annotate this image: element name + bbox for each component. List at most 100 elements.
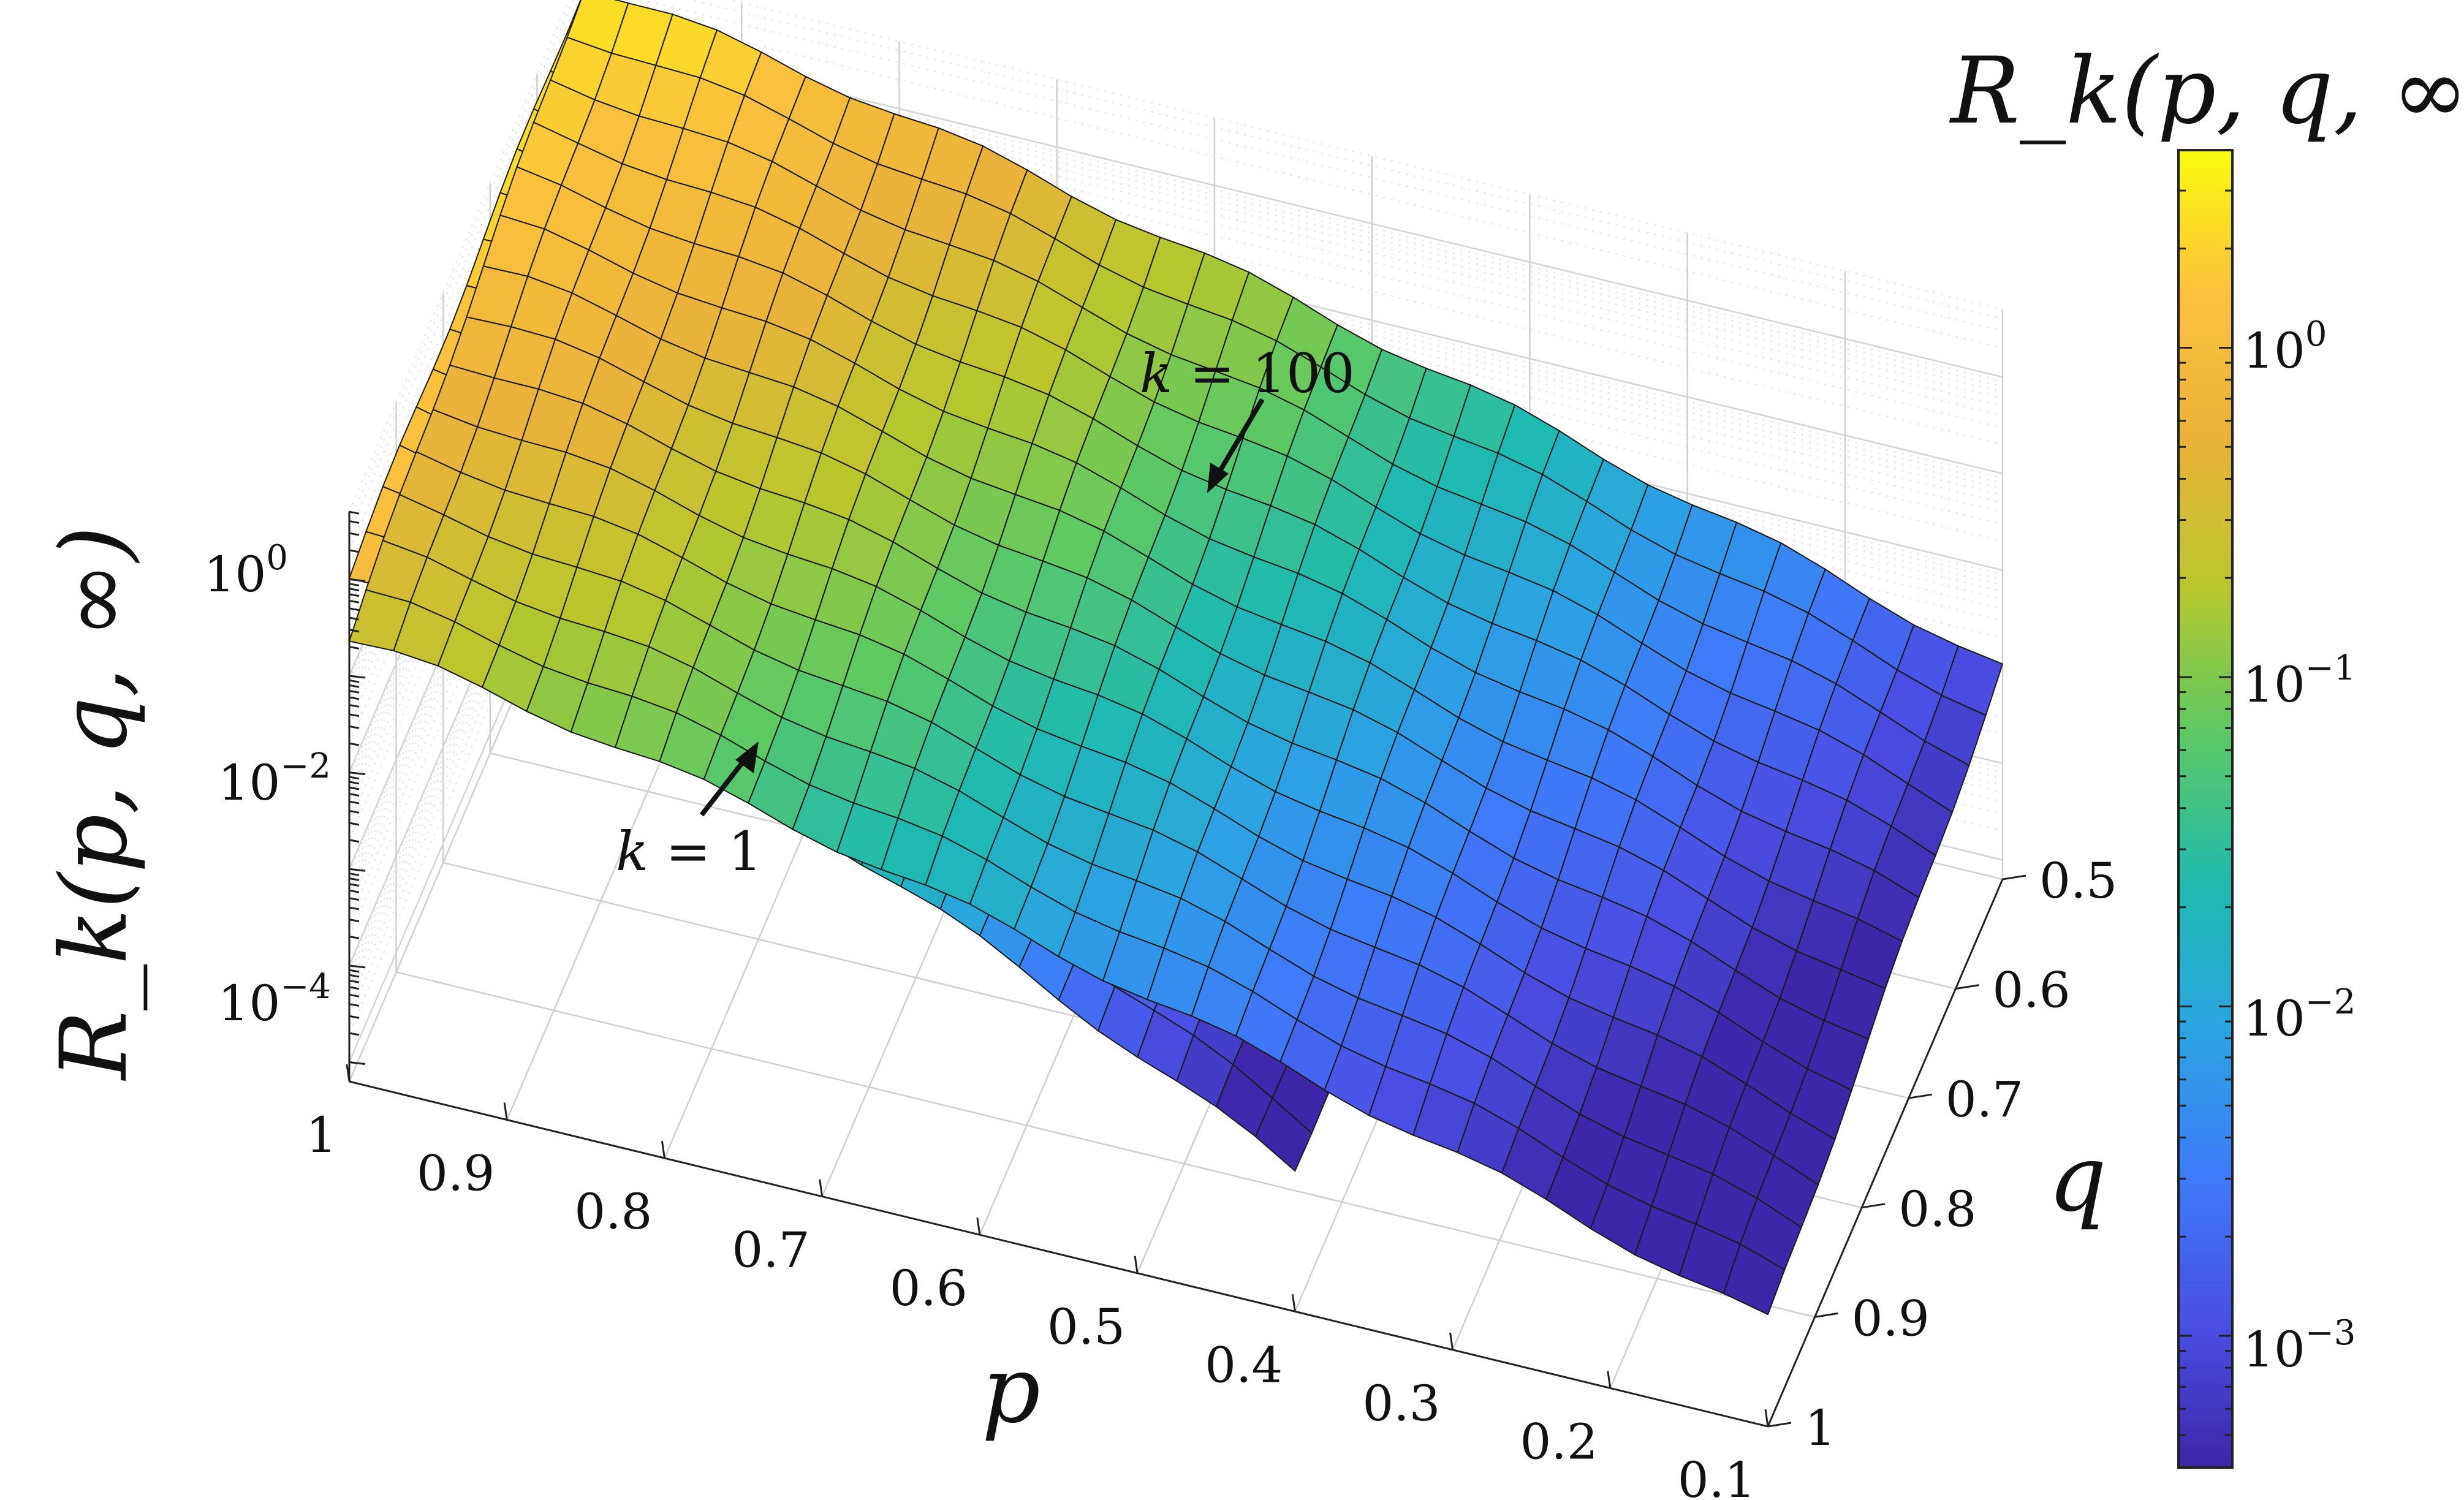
annotation-k-1-text: k = 1 <box>616 820 762 883</box>
z-tick-mark <box>349 809 360 814</box>
z-tick-mark <box>349 1015 360 1019</box>
z-tick-mark <box>349 935 360 939</box>
z-tick-mark <box>349 646 360 650</box>
q-tick-label: 0.8 <box>1898 1181 1976 1238</box>
colorbar: R_k(p, q, ∞) 100 10−1 10−2 10−3 <box>1949 38 2464 1469</box>
z-tick-mark <box>349 964 366 969</box>
q-axis-label: q <box>2048 1126 2107 1232</box>
p-tick-label: 0.6 <box>890 1260 968 1317</box>
colorbar-gradient <box>2177 149 2234 1469</box>
annotation-k-1: k = 1 <box>616 741 762 883</box>
z-tick-mark <box>349 897 360 901</box>
p-tick-mark <box>661 1140 665 1159</box>
q-tick-mark <box>2002 874 2026 881</box>
z-tick-labels: 100 10−2 10−4 <box>204 538 331 1032</box>
z-tick-mark <box>349 1061 366 1065</box>
z-tick-mark <box>349 1032 360 1036</box>
z-tick-mark <box>349 872 360 876</box>
z-tick-mark <box>349 776 360 780</box>
p-tick-labels: 1 0.9 0.8 0.7 0.6 0.5 0.4 0.3 0.2 0.1 <box>306 1107 1756 1500</box>
surface-patch <box>1723 1243 1786 1316</box>
z-tick-mark <box>349 969 360 973</box>
z-tick-mark <box>349 510 360 515</box>
p-tick-label: 0.7 <box>732 1222 809 1279</box>
z-tick-mark <box>349 725 360 729</box>
colorbar-tick-label: 10−2 <box>2243 982 2356 1047</box>
q-tick-mark <box>1955 984 1979 990</box>
z-tick-mark <box>349 993 360 998</box>
q-tick-label: 0.7 <box>1946 1071 2023 1128</box>
p-axis-label: p <box>982 1337 1041 1444</box>
z-tick-mark <box>349 800 360 805</box>
q-tick-mark <box>1861 1203 1886 1209</box>
q-tick-labels: 0.5 0.6 0.7 0.8 0.9 1 <box>1805 852 2117 1456</box>
z-tick-mark <box>349 868 366 872</box>
colorbar-tick-label: 10−1 <box>2243 648 2356 713</box>
z-tick-mark <box>349 578 366 582</box>
z-tick-mark <box>349 986 360 990</box>
colorbar-tick-label: 10−3 <box>2243 1313 2356 1378</box>
z-tick-mark <box>349 713 360 718</box>
colorbar-label: R_k(p, q, ∞) <box>1949 38 2464 145</box>
p-tick-mark <box>976 1218 981 1235</box>
z-tick-mark <box>349 742 360 746</box>
z-tick-mark <box>349 616 360 621</box>
z-tick-mark <box>349 689 360 694</box>
q-tick-label: 0.5 <box>2039 852 2117 909</box>
p-tick-label: 0.8 <box>574 1183 652 1240</box>
z-tick-mark <box>349 607 360 612</box>
z-tick-mark <box>349 588 360 592</box>
z-tick-mark <box>349 979 360 983</box>
z-tick-mark <box>349 786 360 790</box>
q-tick-mark <box>1767 1422 1792 1428</box>
z-tick-mark <box>349 679 360 683</box>
z-tick-mark <box>349 877 360 881</box>
tick-layer <box>346 510 2026 1428</box>
surface-k-100 <box>348 0 2004 1316</box>
p-tick-label: 0.9 <box>417 1145 495 1202</box>
z-tick-label: 100 <box>204 538 288 603</box>
p-tick-mark <box>1291 1294 1296 1312</box>
p-tick-label: 1 <box>306 1107 337 1164</box>
z-tick-mark <box>349 549 360 553</box>
q-axis-line <box>1767 879 2004 1427</box>
z-tick-mark <box>349 593 360 597</box>
z-tick-label: 10−2 <box>218 746 331 811</box>
annotation-k-1-arrowhead <box>735 741 759 773</box>
p-tick-label: 0.4 <box>1205 1336 1283 1393</box>
surface-patch <box>1254 1097 1313 1172</box>
p-axis-line <box>349 1080 1768 1428</box>
annotation-k-1-arrow <box>699 758 747 817</box>
z-tick-mark <box>349 703 360 708</box>
annotation-k-100-arrow <box>1217 398 1265 474</box>
q-tick-mark <box>1814 1312 1838 1318</box>
p-tick-mark <box>1449 1332 1454 1350</box>
z-tick-mark <box>349 532 360 536</box>
colorbar-tick-marks <box>2178 189 2232 1468</box>
z-tick-mark <box>349 974 360 978</box>
z-tick-mark <box>349 793 360 797</box>
axis-lines <box>348 512 2004 1428</box>
p-tick-mark <box>346 1064 351 1082</box>
p-tick-mark <box>1134 1256 1139 1273</box>
z-tick-mark <box>349 839 360 843</box>
z-tick-mark <box>349 520 360 524</box>
p-tick-label: 0.2 <box>1520 1413 1598 1470</box>
p-tick-mark <box>503 1102 508 1120</box>
z-tick-mark <box>349 583 360 587</box>
q-tick-mark <box>1908 1093 1933 1099</box>
annotation-k-100-arrowhead <box>1207 463 1229 493</box>
z-tick-mark <box>349 781 360 785</box>
z-tick-label: 10−4 <box>218 967 331 1032</box>
p-tick-mark <box>1607 1371 1612 1388</box>
z-tick-mark <box>349 696 360 700</box>
z-tick-mark <box>349 906 360 911</box>
z-tick-mark <box>349 1003 360 1007</box>
z-tick-mark <box>349 675 366 679</box>
z-tick-mark <box>349 684 360 688</box>
annotation-k-100-text: k = 100 <box>1140 342 1355 405</box>
p-tick-label: 0.5 <box>1047 1298 1125 1355</box>
z-tick-mark <box>349 629 360 633</box>
z-axis-label: R_k(p, q, ∞) <box>41 526 148 1081</box>
